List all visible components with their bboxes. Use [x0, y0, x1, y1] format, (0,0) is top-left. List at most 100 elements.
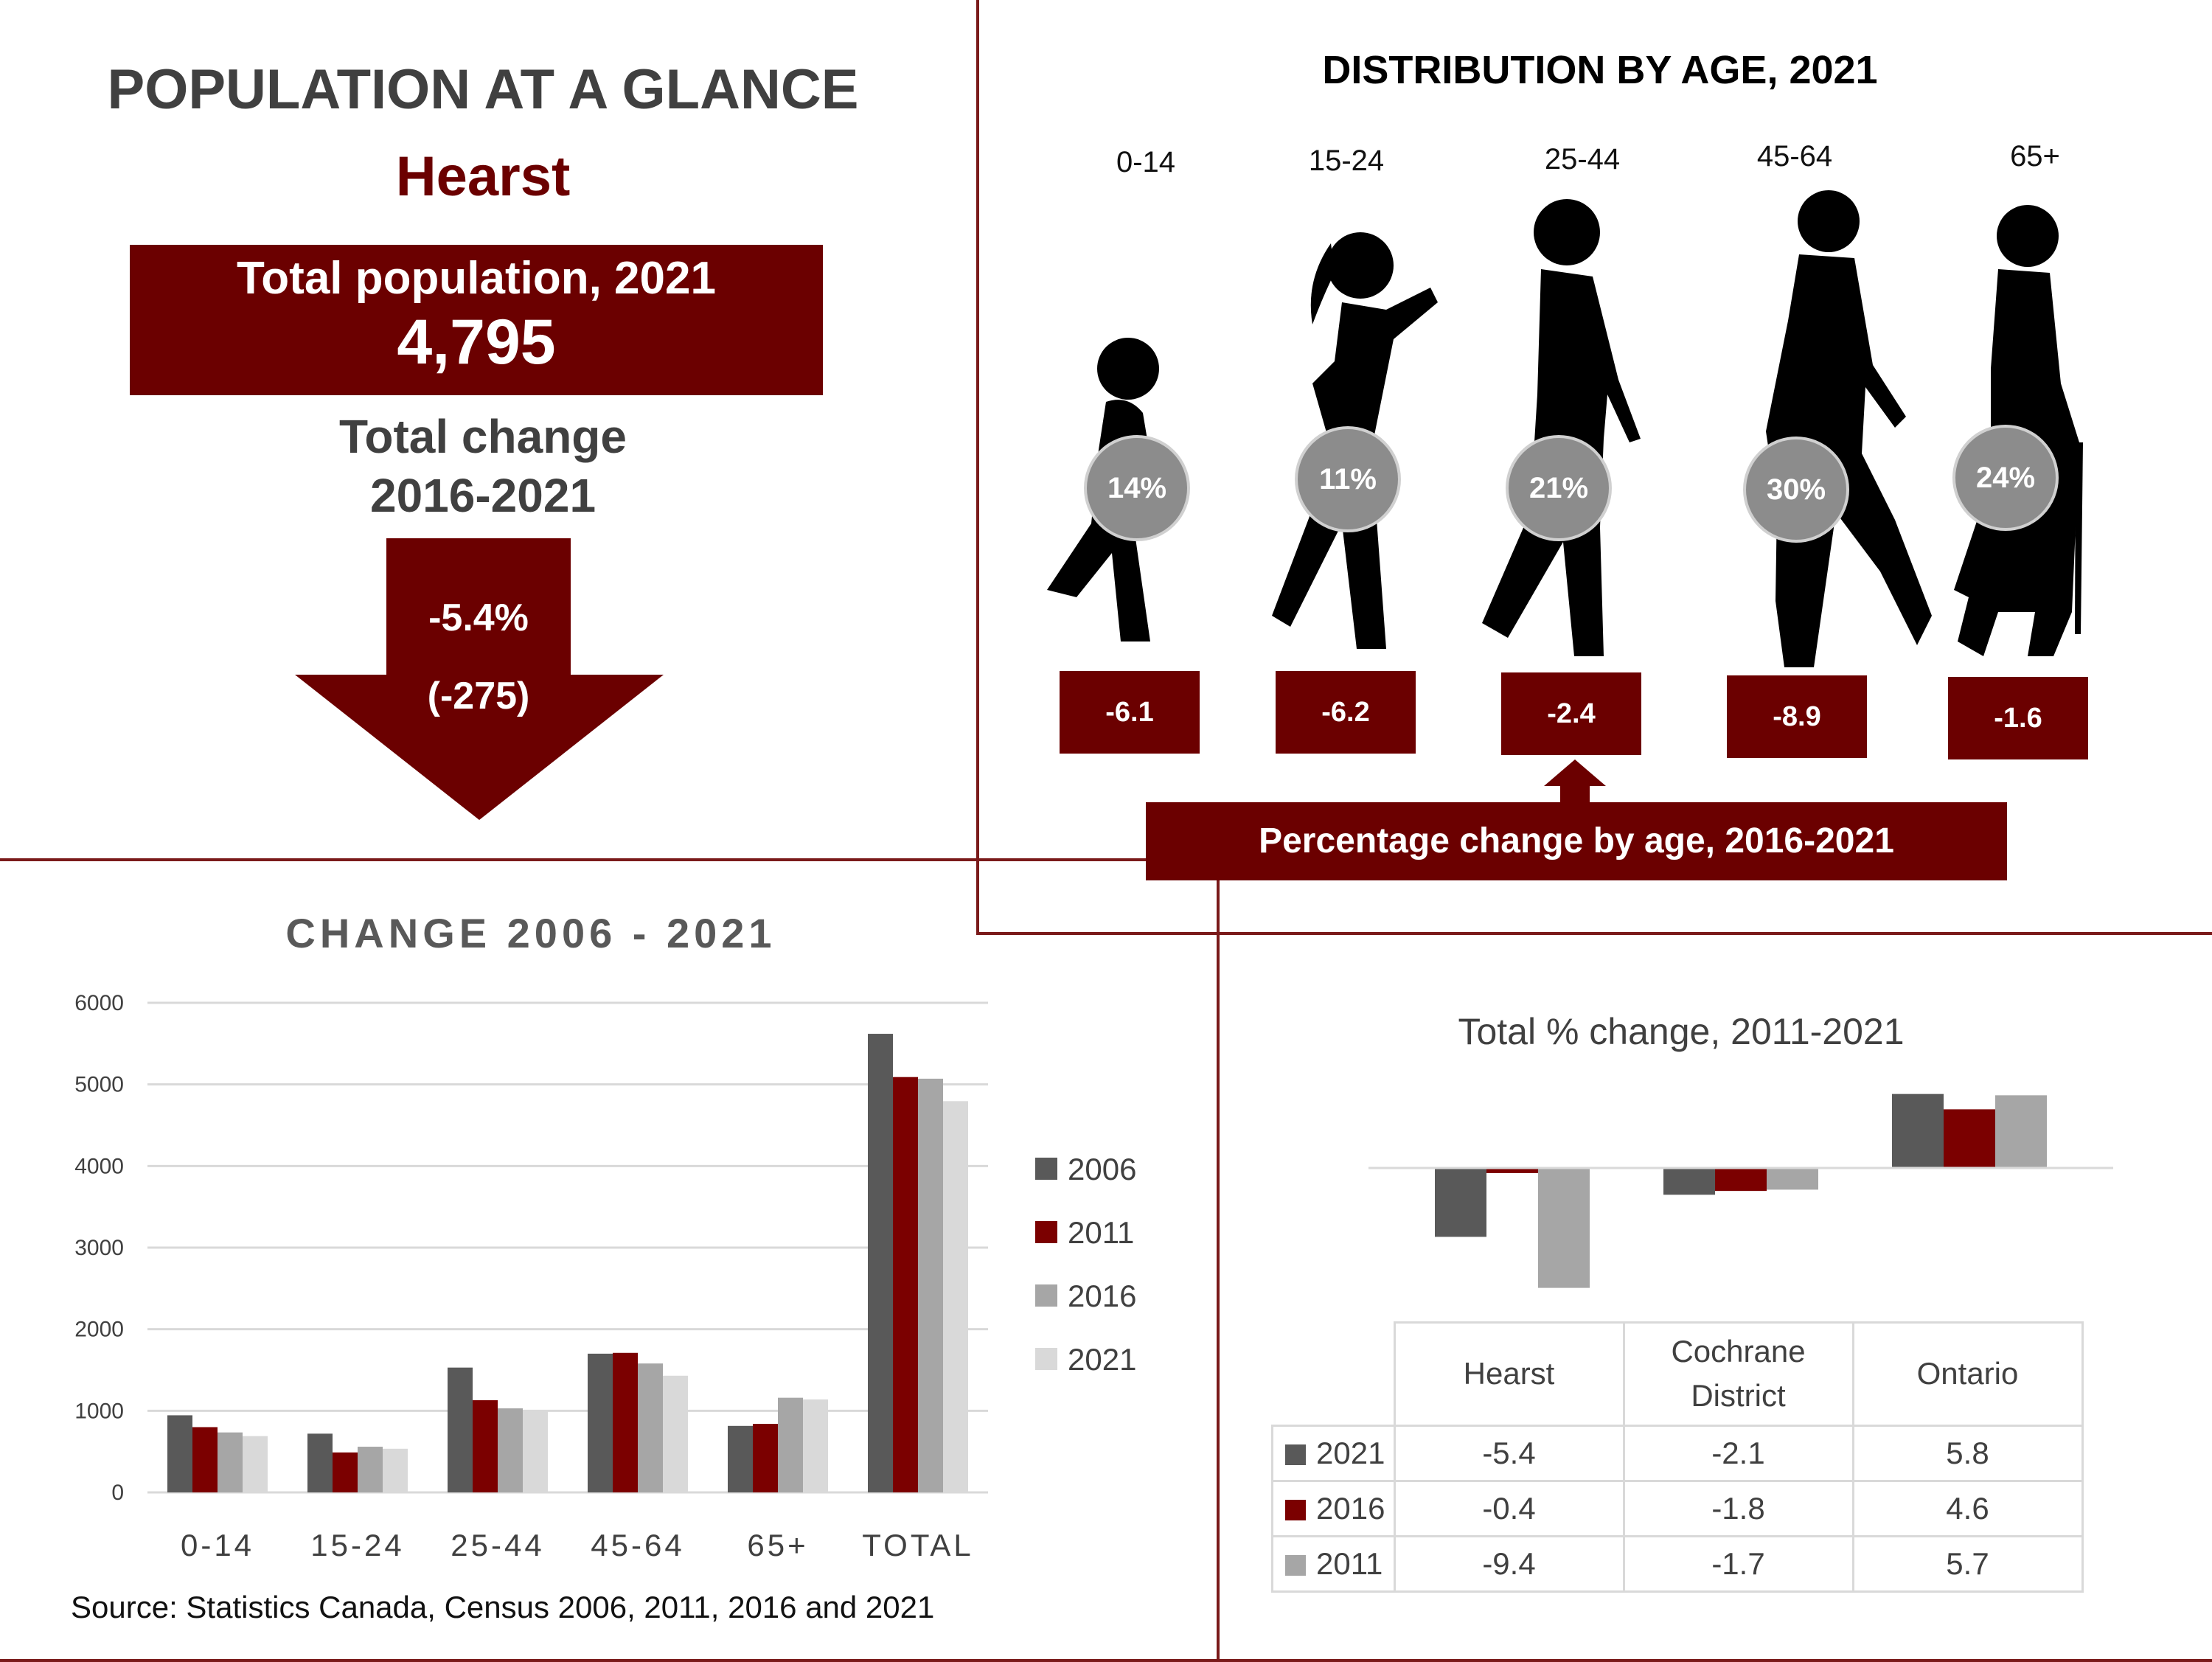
- table-cell: 4.6: [1851, 1479, 2084, 1537]
- bar-2011-Ontario: [1995, 1095, 2047, 1168]
- bar-2021-45-64: [663, 1375, 688, 1492]
- total-change-line1: Total change: [339, 410, 627, 463]
- legend-swatch: [1035, 1221, 1057, 1243]
- change-chart: CHANGE 2006 - 2021 0 1000 2000 3000 4000 5000 6…: [74, 910, 1136, 1562]
- change-percent: -5.4%: [428, 597, 529, 639]
- bar-2011-15-24: [333, 1452, 358, 1492]
- bar-2011-45-64: [613, 1352, 638, 1492]
- source-note: Source: Statistics Canada, Census 2006, …: [71, 1590, 935, 1624]
- change-chart-title: CHANGE 2006 - 2021: [285, 910, 776, 956]
- age-change-65plus: -1.6: [1948, 677, 2088, 759]
- total-change-label: Total change 2016-2021: [59, 407, 907, 525]
- bar-2011-Cochrane District: [1767, 1168, 1818, 1190]
- bar-2011-TOTAL: [893, 1077, 918, 1492]
- y-tick-label: 6000: [74, 991, 124, 1015]
- table-corner: [1272, 1322, 1396, 1427]
- middle-age-silhouette-icon: [1766, 190, 1932, 667]
- table-header-ontario: Ontario: [1851, 1321, 2084, 1427]
- y-tick-label: 5000: [74, 1073, 124, 1097]
- bar-2016-TOTAL: [918, 1078, 943, 1492]
- legend-swatch-2021: [1285, 1444, 1306, 1466]
- table-cell: -9.4: [1393, 1534, 1625, 1593]
- change-absolute: (-275): [427, 675, 530, 717]
- age-change-45-64: -8.9: [1727, 675, 1867, 758]
- bar-2006-65+: [728, 1425, 753, 1492]
- table-cell: -1.8: [1622, 1479, 1854, 1537]
- bar-2021-0-14: [243, 1436, 268, 1492]
- down-arrow-icon: [295, 538, 664, 820]
- total-population-box: Total population, 2021 4,795: [130, 245, 823, 395]
- bar-2006-15-24: [307, 1433, 333, 1492]
- glance-heading: POPULATION AT A GLANCE: [107, 58, 859, 121]
- pct-change-chart: Total % change, 2011-2021: [1368, 1011, 2113, 1288]
- table-cell: 5.8: [1851, 1424, 2084, 1482]
- adult-silhouette-icon: [1482, 199, 1641, 656]
- age-label-25-44: 25-44: [1544, 143, 1621, 175]
- legend-label: 2006: [1068, 1152, 1136, 1186]
- pct-change-table: Hearst Cochrane District Ontario 2021 -5…: [1271, 1321, 2084, 1593]
- bar-2016-Cochrane District: [1715, 1168, 1767, 1192]
- y-tick-label: 0: [111, 1481, 124, 1505]
- bar-2016-Hearst: [1486, 1168, 1538, 1173]
- bar-2011-Hearst: [1538, 1168, 1590, 1288]
- table-header-hearst: Hearst: [1393, 1321, 1625, 1427]
- x-tick-label: 0-14: [181, 1528, 254, 1562]
- x-tick-label: 15-24: [310, 1528, 404, 1562]
- age-distribution-title: DISTRIBUTION BY AGE, 2021: [1322, 48, 1878, 92]
- age-share-15-24: 11%: [1295, 426, 1401, 532]
- table-row: 2011 -9.4 -1.7 5.7: [1271, 1534, 2084, 1593]
- table-row-name: 2011: [1316, 1545, 1383, 1581]
- pct-chart-title: Total % change, 2011-2021: [1458, 1011, 1904, 1052]
- x-tick-label: 45-64: [591, 1528, 684, 1562]
- bar-2011-65+: [753, 1424, 778, 1492]
- table-cell: -2.1: [1622, 1424, 1854, 1482]
- bar-2016-0-14: [218, 1432, 243, 1492]
- bar-2006-0-14: [167, 1415, 192, 1492]
- bar-2006-45-64: [588, 1353, 613, 1492]
- age-share-25-44: 21%: [1506, 435, 1612, 541]
- y-tick-label: 2000: [74, 1318, 124, 1342]
- bar-2011-0-14: [192, 1427, 218, 1492]
- bar-2016-Ontario: [1944, 1109, 1995, 1168]
- age-share-0-14: 14%: [1084, 435, 1190, 541]
- age-change-15-24: -6.2: [1276, 671, 1416, 754]
- bar-2016-45-64: [638, 1363, 663, 1492]
- y-tick-label: 4000: [74, 1154, 124, 1178]
- legend-label: 2016: [1068, 1279, 1136, 1313]
- bar-2021-25-44: [523, 1410, 548, 1492]
- age-label-65plus: 65+: [2010, 140, 2060, 173]
- table-cell: -1.7: [1622, 1534, 1854, 1593]
- x-tick-label: 25-44: [451, 1528, 544, 1562]
- bar-2016-15-24: [358, 1447, 383, 1492]
- y-tick-label: 3000: [74, 1236, 124, 1260]
- x-tick-label: 65+: [747, 1528, 808, 1562]
- table-header-row: Hearst Cochrane District Ontario: [1272, 1321, 2084, 1427]
- table-header-cochrane: Cochrane District: [1622, 1321, 1854, 1427]
- up-arrow-icon: [1544, 759, 1606, 804]
- table-cell: -5.4: [1393, 1424, 1625, 1482]
- table-cell: -0.4: [1393, 1479, 1625, 1537]
- table-row-name: 2021: [1316, 1435, 1385, 1470]
- table-row-label: 2011: [1271, 1534, 1396, 1593]
- bar-2016-65+: [778, 1397, 803, 1492]
- legend-label: 2021: [1068, 1342, 1136, 1377]
- age-label-15-24: 15-24: [1308, 145, 1385, 177]
- table-row: 2021 -5.4 -2.1 5.8: [1271, 1424, 2084, 1482]
- age-share-45-64: 30%: [1743, 437, 1849, 543]
- age-label-45-64: 45-64: [1756, 140, 1833, 173]
- legend-swatch-2016: [1285, 1500, 1306, 1521]
- total-population-label: Total population, 2021: [237, 253, 716, 304]
- table-cell: 5.7: [1851, 1534, 2084, 1593]
- age-change-0-14: -6.1: [1060, 671, 1200, 754]
- bar-2021-TOTAL: [943, 1101, 968, 1492]
- bar-2021-Cochrane District: [1663, 1168, 1715, 1195]
- total-population-value: 4,795: [397, 307, 556, 378]
- total-change-line2: 2016-2021: [369, 469, 597, 522]
- table-row-label: 2016: [1271, 1479, 1396, 1537]
- y-tick-label: 1000: [74, 1399, 124, 1423]
- bar-2021-65+: [803, 1399, 828, 1492]
- table-row-name: 2016: [1316, 1490, 1385, 1526]
- bar-2021-15-24: [383, 1448, 408, 1492]
- legend-swatch: [1035, 1348, 1057, 1370]
- table-row-label: 2021: [1271, 1424, 1396, 1482]
